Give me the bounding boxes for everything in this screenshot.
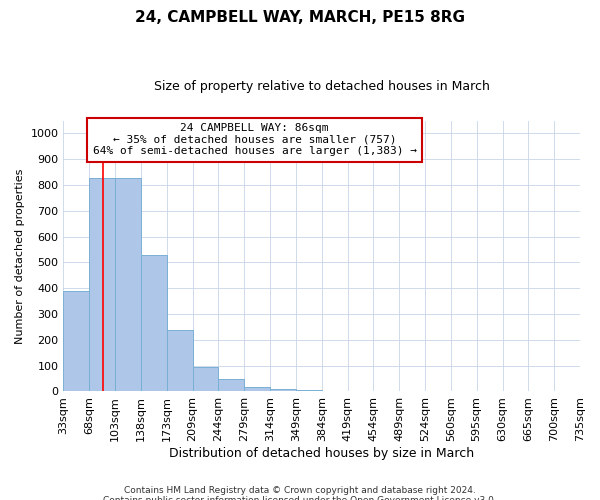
- Y-axis label: Number of detached properties: Number of detached properties: [15, 168, 25, 344]
- Bar: [193, 367, 218, 392]
- Text: 24, CAMPBELL WAY, MARCH, PE15 8RG: 24, CAMPBELL WAY, MARCH, PE15 8RG: [135, 10, 465, 25]
- Text: Contains HM Land Registry data © Crown copyright and database right 2024.: Contains HM Land Registry data © Crown c…: [124, 486, 476, 495]
- Bar: [64, 291, 89, 392]
- X-axis label: Distribution of detached houses by size in March: Distribution of detached houses by size …: [169, 447, 474, 460]
- Text: Contains public sector information licensed under the Open Government Licence v3: Contains public sector information licen…: [103, 496, 497, 500]
- Bar: [141, 254, 167, 392]
- Text: 24 CAMPBELL WAY: 86sqm
← 35% of detached houses are smaller (757)
64% of semi-de: 24 CAMPBELL WAY: 86sqm ← 35% of detached…: [92, 124, 416, 156]
- Bar: [115, 178, 141, 392]
- Bar: [244, 387, 270, 392]
- Bar: [270, 390, 296, 392]
- Bar: [167, 330, 193, 392]
- Bar: [218, 378, 244, 392]
- Title: Size of property relative to detached houses in March: Size of property relative to detached ho…: [154, 80, 490, 93]
- Bar: [89, 178, 115, 392]
- Bar: [296, 390, 322, 392]
